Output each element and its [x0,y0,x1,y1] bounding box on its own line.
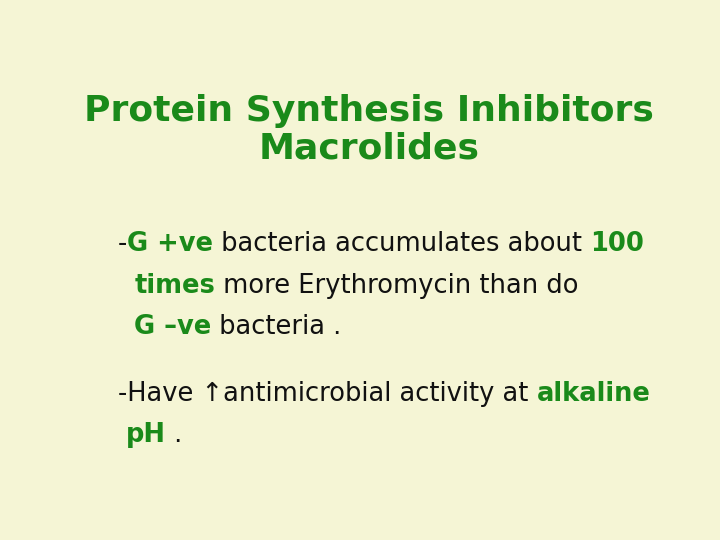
Text: pH: pH [126,422,166,448]
Text: G +ve: G +ve [127,231,213,257]
Text: -Have ↑antimicrobial activity at: -Have ↑antimicrobial activity at [118,381,536,407]
Text: -: - [118,231,127,257]
Text: bacteria .: bacteria . [212,314,342,340]
Text: times: times [134,273,215,299]
Text: G –ve: G –ve [134,314,212,340]
Text: 100: 100 [590,231,644,257]
Text: more Erythromycin than do: more Erythromycin than do [215,273,579,299]
Text: Protein Synthesis Inhibitors
Macrolides: Protein Synthesis Inhibitors Macrolides [84,94,654,166]
Text: .: . [166,422,182,448]
Text: bacteria accumulates about: bacteria accumulates about [213,231,590,257]
Text: alkaline: alkaline [536,381,650,407]
